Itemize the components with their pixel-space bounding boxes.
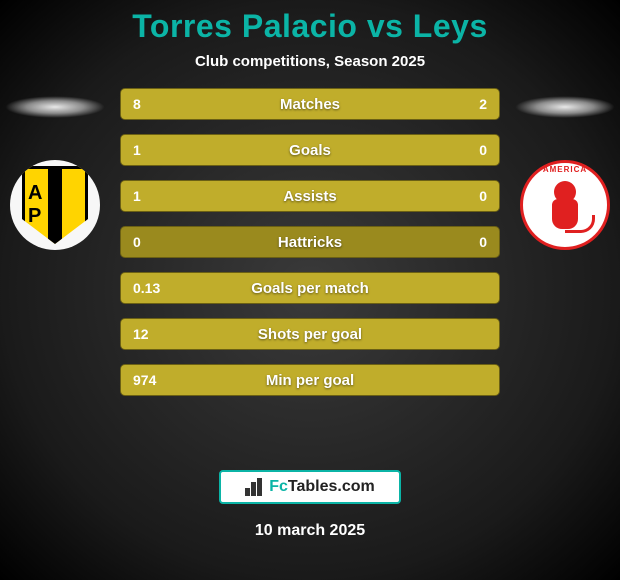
page-subtitle: Club competitions, Season 2025 — [0, 53, 620, 70]
stat-label: Matches — [121, 89, 499, 119]
infographic-date: 10 march 2025 — [255, 522, 365, 540]
stat-label: Assists — [121, 181, 499, 211]
brand-text: FcTables.com — [269, 478, 375, 496]
left-player-column: A P — [0, 88, 110, 250]
stat-row: 10Assists — [120, 180, 500, 212]
stat-row: 82Matches — [120, 88, 500, 120]
stat-row: 0.13Goals per match — [120, 272, 500, 304]
brand-prefix: Fc — [269, 478, 288, 495]
stat-label: Goals per match — [121, 273, 499, 303]
america-de-cali-crest-icon: AMERICA — [520, 160, 610, 250]
footer: FcTables.com 10 march 2025 — [0, 470, 620, 540]
shadow-ellipse-icon — [515, 96, 615, 118]
stat-row: 12Shots per goal — [120, 318, 500, 350]
bar-chart-icon — [245, 478, 263, 496]
fctables-brand-pill[interactable]: FcTables.com — [219, 470, 401, 504]
alianza-petrolera-crest-icon: A P — [10, 160, 100, 250]
shield-icon: A P — [22, 166, 88, 244]
stat-row: 974Min per goal — [120, 364, 500, 396]
stat-label: Hattricks — [121, 227, 499, 257]
stat-label: Goals — [121, 135, 499, 165]
stat-row: 10Goals — [120, 134, 500, 166]
stat-bars: 82Matches 10Goals 10Assists 00Hattricks 0.13… — [120, 88, 500, 410]
right-player-column: AMERICA — [510, 88, 620, 250]
comparison-content: A P AMERICA 82Matches 10Goals 10Assists 00H… — [0, 88, 620, 418]
page-title: Torres Palacio vs Leys — [0, 8, 620, 45]
stat-label: Min per goal — [121, 365, 499, 395]
stat-label: Shots per goal — [121, 319, 499, 349]
brand-suffix: Tables.com — [288, 478, 375, 495]
header: Torres Palacio vs Leys Club competitions… — [0, 0, 620, 70]
stat-row: 00Hattricks — [120, 226, 500, 258]
devil-tail-icon — [565, 215, 595, 233]
shadow-ellipse-icon — [5, 96, 105, 118]
crest-letters: A P — [28, 182, 88, 228]
crest-ring-text: AMERICA — [523, 165, 607, 174]
